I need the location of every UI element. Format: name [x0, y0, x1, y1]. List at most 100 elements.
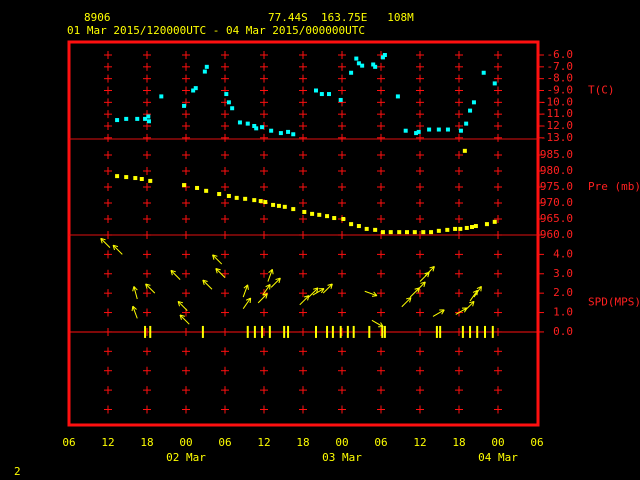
arrow-head: [304, 295, 310, 298]
grid-cross: [182, 62, 190, 71]
arrow-head: [177, 300, 184, 304]
grid-cross: [338, 289, 346, 298]
arrow-shaft: [133, 286, 138, 300]
wind-arrow: [170, 269, 181, 280]
arrow-head: [265, 284, 271, 288]
arrow-shaft: [202, 279, 213, 290]
grid-cross: [182, 269, 190, 278]
grid-cross: [221, 121, 229, 130]
grid-cross: [338, 347, 346, 356]
grid-cross: [104, 366, 112, 375]
y-tick-label: 2.0: [553, 286, 573, 299]
data-point: [471, 100, 476, 105]
data-point: [226, 193, 231, 198]
grid-cross: [377, 405, 385, 414]
arrow-head: [469, 300, 475, 304]
grid-cross: [377, 269, 385, 278]
grid-cross: [338, 269, 346, 278]
wind-arrow: [432, 309, 445, 317]
wind-arrow: [401, 297, 412, 308]
grid-cross: [182, 231, 190, 239]
grid-cross: [455, 199, 463, 207]
grid-cross: [182, 121, 190, 130]
arrow-shaft: [145, 283, 156, 294]
y-tick-label: 4.0: [553, 247, 573, 260]
grid-cross: [299, 62, 307, 71]
arrow-shaft: [262, 284, 271, 296]
data-point: [278, 131, 283, 136]
grid-cross: [416, 347, 424, 356]
arrow-head: [275, 277, 281, 281]
arrow-head: [269, 284, 271, 290]
grid-cross: [455, 51, 463, 60]
grid-cross: [260, 215, 268, 223]
data-point: [492, 81, 497, 86]
grid-cross: [260, 151, 268, 159]
wind-arrow: [473, 285, 482, 298]
data-point: [349, 222, 354, 227]
grid-cross: [416, 199, 424, 207]
x-tick-label: 00: [179, 436, 192, 449]
arrow-head: [441, 309, 445, 315]
grid-cross: [299, 121, 307, 130]
arrow-head: [132, 305, 137, 310]
grid-cross: [455, 74, 463, 83]
grid-cross: [182, 133, 190, 142]
wind-arrow: [371, 319, 384, 328]
grid-cross: [494, 366, 502, 375]
arrow-head: [476, 285, 482, 290]
grid-cross: [143, 215, 151, 223]
grid-cross: [299, 289, 307, 298]
grid-cross: [104, 151, 112, 159]
wind-arrow: [262, 284, 271, 296]
grid-cross: [104, 133, 112, 142]
arrow-head: [100, 238, 103, 244]
grid-cross: [338, 405, 346, 414]
grid-cross: [416, 151, 424, 159]
data-point: [291, 132, 296, 137]
data-point: [325, 214, 330, 219]
arrow-shaft: [464, 301, 475, 311]
date-label: 03 Mar: [322, 451, 362, 464]
grid-cross: [416, 215, 424, 223]
grid-cross: [455, 366, 463, 375]
grid-cross: [104, 215, 112, 223]
grid-cross: [377, 62, 385, 71]
grid-cross: [221, 269, 229, 278]
grid-cross: [104, 110, 112, 119]
grid-cross: [455, 269, 463, 278]
grid-cross: [455, 250, 463, 259]
grid-cross: [455, 405, 463, 414]
page-number: 2: [14, 465, 21, 478]
arrow-shaft: [371, 319, 384, 328]
data-point: [349, 70, 354, 75]
y-tick-label: 965.0: [540, 212, 573, 225]
grid-cross: [494, 51, 502, 60]
wind-arrow: [308, 287, 319, 298]
grid-cross: [416, 167, 424, 175]
arrow-shaft: [299, 295, 310, 306]
grid-cross: [104, 183, 112, 191]
data-point: [395, 94, 400, 99]
grid-cross: [104, 167, 112, 175]
arrow-shaft: [401, 297, 412, 308]
wind-arrow: [455, 307, 468, 315]
x-tick-label: 06: [374, 436, 387, 449]
wind-arrow: [242, 284, 249, 298]
y-tick-label: 980.0: [540, 164, 573, 177]
data-point: [193, 86, 198, 91]
wind-arrow: [215, 267, 226, 279]
data-point: [445, 227, 450, 232]
grid-cross: [299, 250, 307, 259]
grid-cross: [299, 215, 307, 223]
arrow-head: [371, 295, 378, 297]
grid-cross: [494, 386, 502, 395]
wind-arrow: [424, 266, 435, 277]
data-point: [468, 108, 473, 113]
data-point: [314, 88, 318, 93]
arrow-shaft: [308, 287, 319, 298]
grid-cross: [299, 405, 307, 414]
grid-cross: [377, 347, 385, 356]
grid-cross: [182, 215, 190, 223]
arrow-head: [423, 281, 426, 287]
